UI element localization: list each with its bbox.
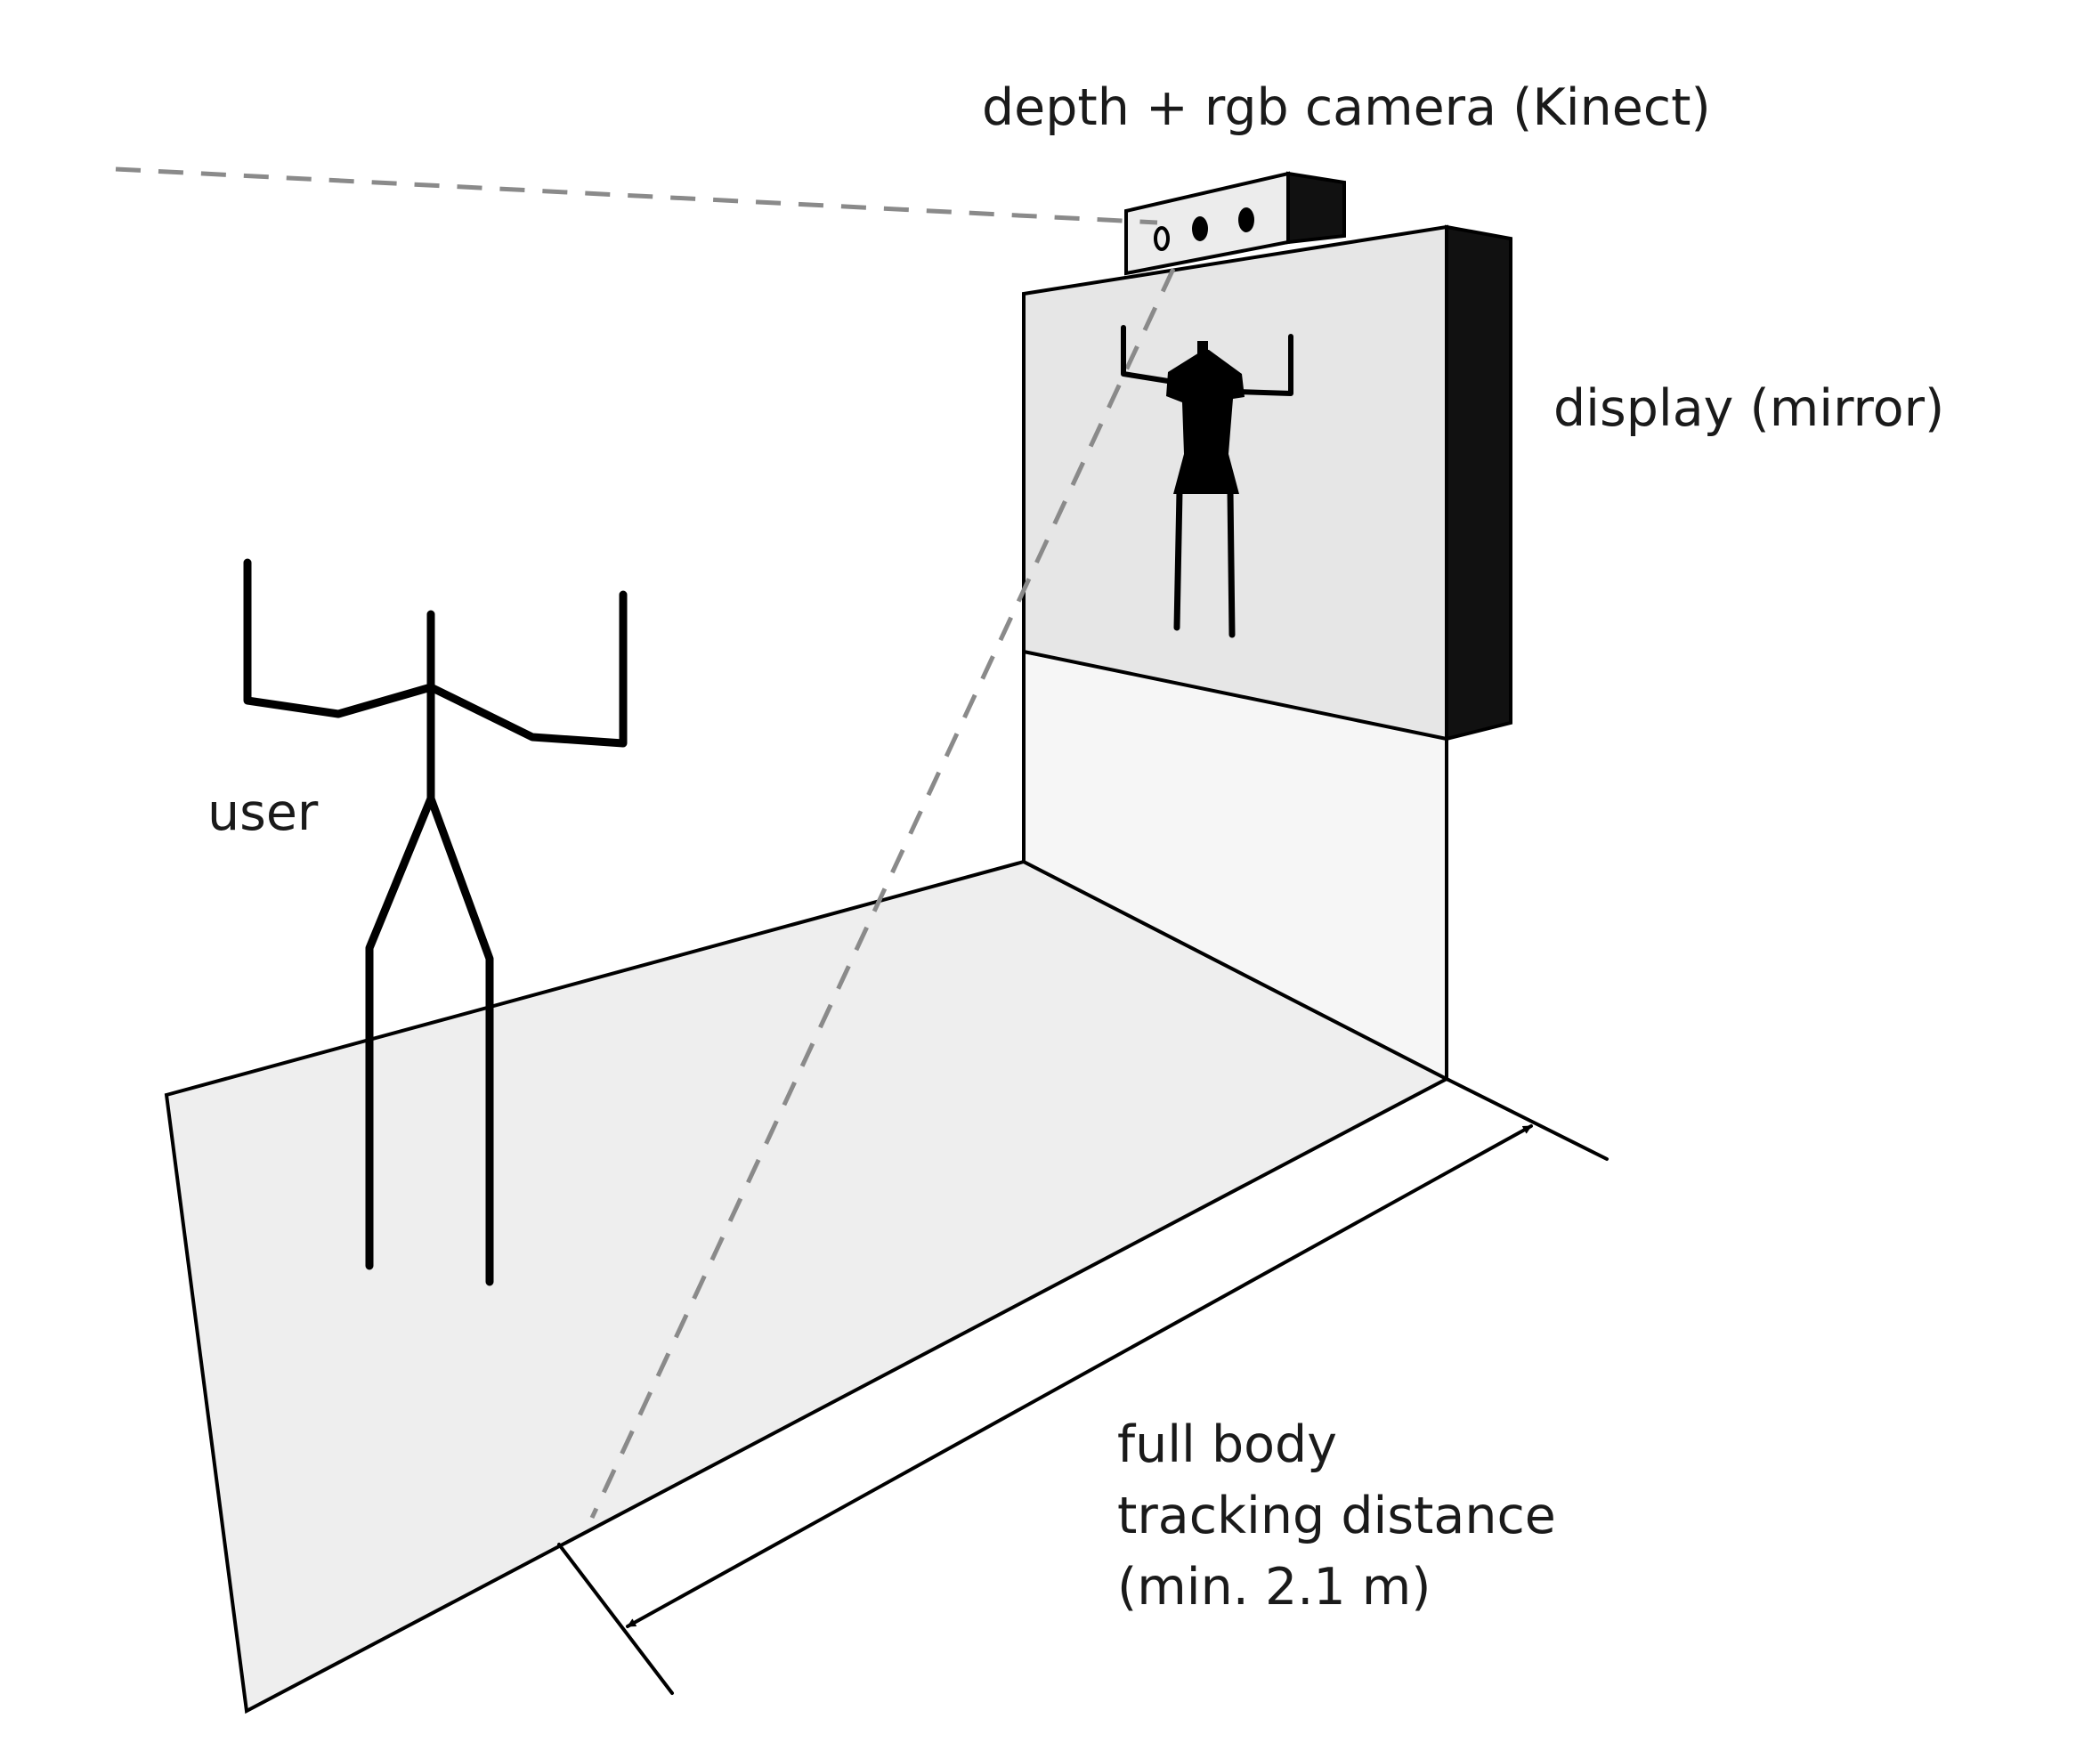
mirrored-avatar-figure xyxy=(1121,325,1293,638)
kinect-rgb-lens-icon xyxy=(1192,216,1208,241)
distance-label-line1: full body xyxy=(1117,1415,1337,1474)
user-label: user xyxy=(207,783,319,842)
distance-extension-user xyxy=(557,1543,674,1695)
distance-label-line3: (min. 2.1 m) xyxy=(1117,1558,1431,1617)
user-stick-figure xyxy=(243,558,628,1286)
distance-extension-display xyxy=(1445,1077,1609,1161)
display-label: display (mirror) xyxy=(1553,379,1944,438)
kinect-camera xyxy=(1124,171,1346,276)
camera-view-top-line xyxy=(115,166,1158,225)
kinect-depth-lens-icon xyxy=(1238,207,1254,232)
kinect-side xyxy=(1286,171,1346,245)
tracking-distance-measure xyxy=(557,1077,1609,1695)
kinect-ir-projector-icon xyxy=(1154,226,1170,251)
camera-view-floor-line xyxy=(589,267,1176,1520)
distance-label-line2: tracking distance xyxy=(1117,1487,1556,1545)
display-side xyxy=(1445,224,1512,742)
distance-arrow xyxy=(626,1124,1533,1628)
camera-label: depth + rgb camera (Kinect) xyxy=(982,78,1711,137)
